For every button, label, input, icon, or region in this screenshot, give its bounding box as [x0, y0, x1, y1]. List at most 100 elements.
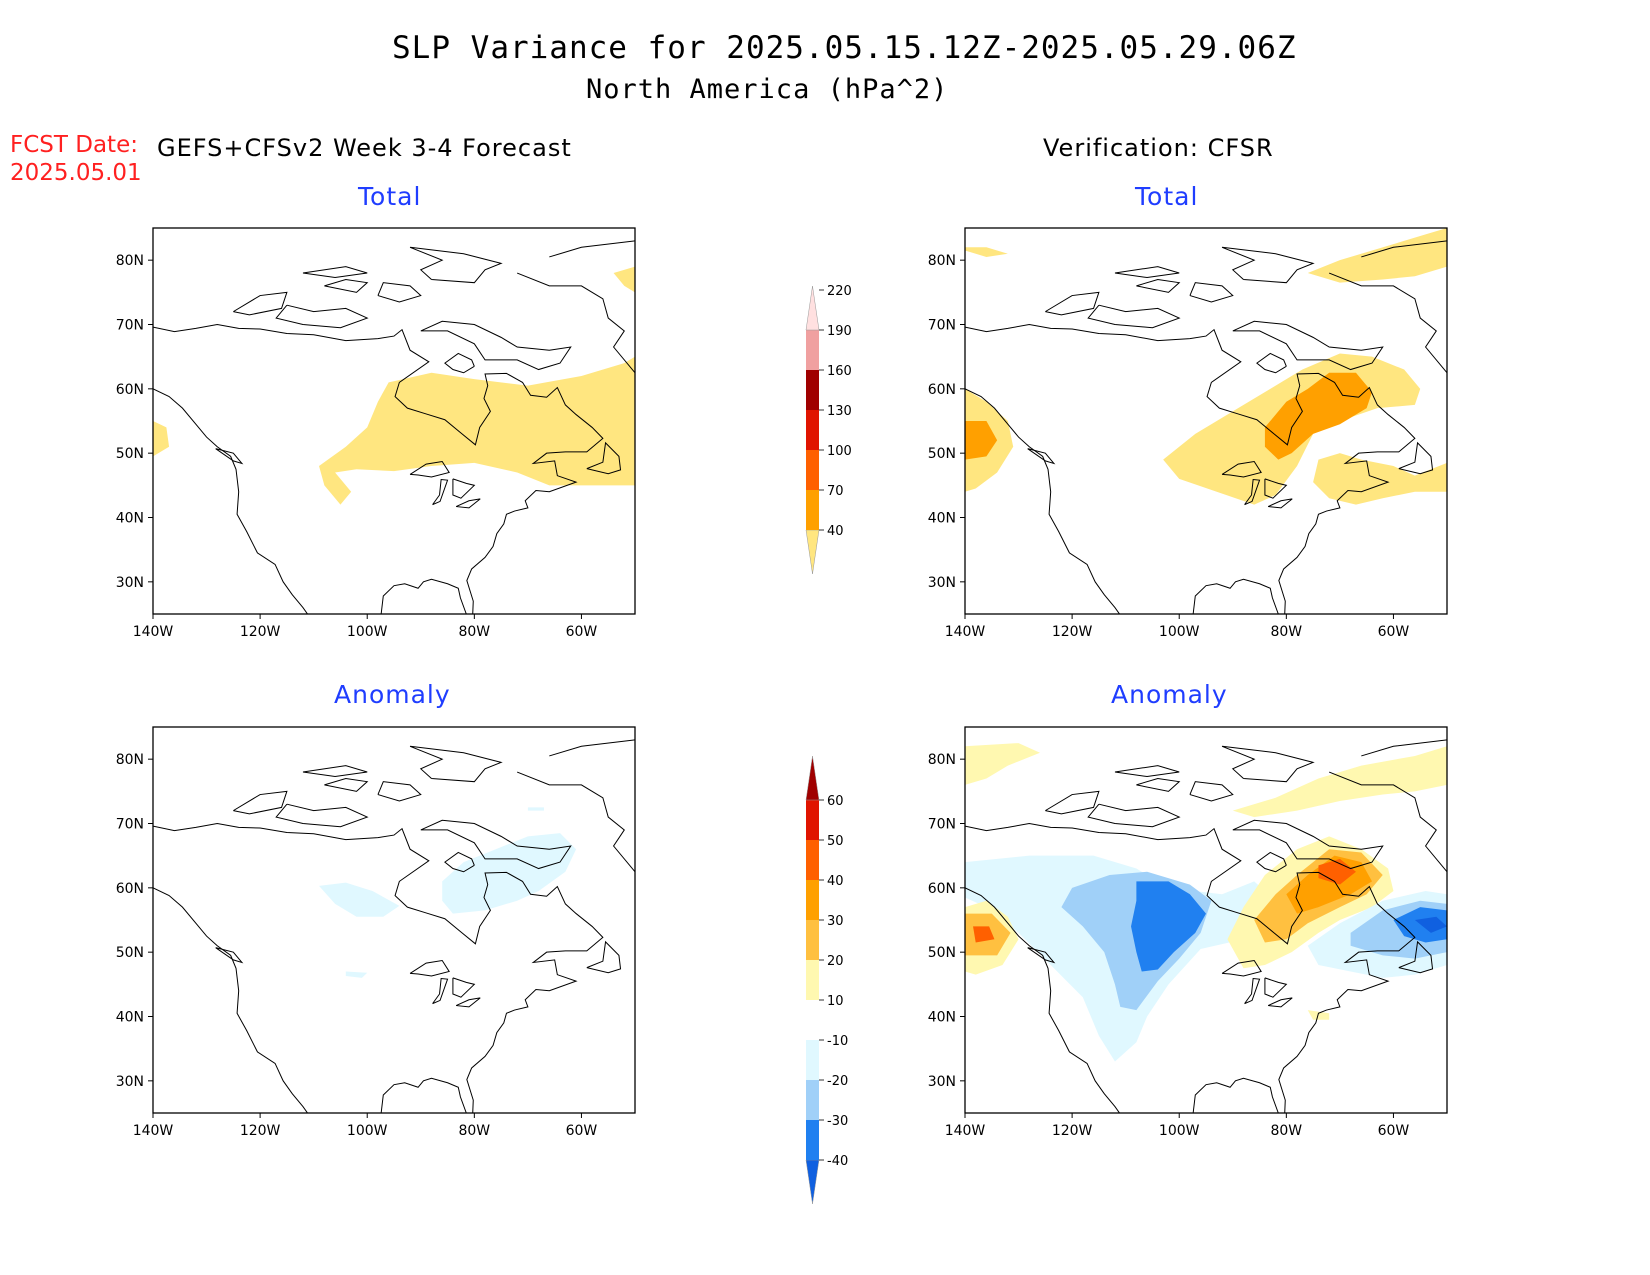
- contour-fill-lightblue-west: [319, 882, 400, 917]
- colorbar-label: -30: [827, 1114, 848, 1129]
- coastline: [586, 441, 622, 475]
- coastline: [409, 246, 503, 284]
- coastline: [1087, 803, 1181, 828]
- lon-tick-label: 80W: [458, 1123, 490, 1139]
- lat-tick-label: 40N: [928, 511, 956, 527]
- coastline: [1256, 352, 1287, 374]
- coastline: [455, 997, 481, 1008]
- colorbar-label: 220: [827, 284, 852, 299]
- lat-tick-label: 40N: [928, 1010, 956, 1026]
- coastline: [516, 272, 635, 374]
- map-panel-verif-anomaly: 80N 70N 60N 50N 40N 30N 140W 120W 100W 80W 60W: [910, 726, 1450, 1151]
- colorbar-swatch: [805, 285, 820, 331]
- coastline: [432, 977, 449, 1005]
- coastline: [409, 959, 450, 977]
- contour-fill-yellow-north: [965, 247, 1008, 257]
- coastline: [1264, 977, 1288, 998]
- coastline: [1398, 940, 1434, 974]
- map-content: [153, 727, 635, 1113]
- panel-title-verif-anomaly: Anomaly: [1111, 680, 1228, 709]
- colorbar-swatch: [805, 529, 820, 575]
- coastline: [1027, 947, 1056, 964]
- lon-tick-label: 140W: [945, 624, 986, 640]
- contour-fill-yellow-greenland: [1307, 228, 1447, 283]
- coastline: [215, 947, 244, 964]
- coastline: [377, 282, 422, 303]
- contour-fill-yellow-north: [965, 743, 1040, 785]
- map-verif-total: 80N 70N 60N 50N 40N 30N 140W 120W 100W 80W 60W: [928, 227, 1448, 640]
- coastline: [233, 790, 288, 815]
- coastline: [1232, 320, 1384, 371]
- lat-tick-label: 40N: [116, 1010, 144, 1026]
- map-frame: [964, 227, 1448, 615]
- lat-tick-label: 50N: [928, 446, 956, 462]
- coastline: [1328, 272, 1447, 374]
- colorbar-swatch: [806, 1000, 819, 1040]
- lat-tick-label: 80N: [116, 253, 144, 269]
- map-content: [153, 228, 635, 614]
- coastline: [1221, 959, 1262, 977]
- colorbar-swatch: [806, 840, 819, 880]
- lon-tick-label: 60W: [1378, 624, 1410, 640]
- coastline: [1244, 977, 1261, 1005]
- coastline: [516, 771, 635, 873]
- coastline: [1045, 790, 1100, 815]
- lon-tick-label: 60W: [1378, 1123, 1410, 1139]
- lon-tick-label: 140W: [945, 1123, 986, 1139]
- coastline: [302, 765, 368, 778]
- coastline: [965, 822, 1416, 1113]
- map-panel-verif-total: 80N 70N 60N 50N 40N 30N 140W 120W 100W 80W 60W: [910, 227, 1450, 652]
- coastline: [965, 887, 1121, 1113]
- coastline: [302, 266, 368, 279]
- coastline: [1361, 240, 1447, 258]
- coastline: [275, 304, 369, 329]
- coastline: [1232, 819, 1384, 870]
- coastline: [1244, 478, 1261, 506]
- colorbar-label: -10: [827, 1034, 848, 1049]
- coastline: [409, 460, 450, 478]
- coastline: [153, 323, 604, 614]
- colorbar-label: 50: [827, 834, 844, 849]
- lon-tick-label: 120W: [1052, 1123, 1093, 1139]
- coastline: [1328, 771, 1447, 873]
- panel-title-fcst-anomaly: Anomaly: [334, 680, 451, 709]
- colorbar-label: 100: [827, 444, 852, 459]
- contour-fill-yellow-greenland: [1232, 746, 1447, 818]
- coastline: [1114, 266, 1180, 279]
- colorbar-label: 10: [827, 994, 844, 1009]
- coastline: [1192, 1077, 1279, 1113]
- coastline: [586, 940, 622, 974]
- colorbar-swatch: [806, 370, 819, 410]
- contour-fill-orange-west: [965, 421, 998, 460]
- coastline: [380, 578, 467, 614]
- colorbar-swatch: [806, 410, 819, 450]
- map-fcst-anomaly: 80N 70N 60N 50N 40N 30N 140W 120W 100W 80W 60W: [116, 726, 636, 1139]
- contour-fill-darkerblue-east: [1414, 916, 1447, 933]
- contour-fill-darkblue-east: [1393, 907, 1447, 943]
- coastline: [1264, 478, 1288, 499]
- map-fcst-total: 80N 70N 60N 50N 40N 30N 140W 120W 100W 80W 60W: [116, 227, 636, 640]
- coastline: [153, 822, 604, 1113]
- lat-tick-label: 30N: [116, 575, 144, 591]
- coastline: [1267, 997, 1293, 1008]
- lon-tick-label: 140W: [133, 1123, 174, 1139]
- coastline: [1136, 278, 1181, 293]
- coastline: [1221, 460, 1262, 478]
- colorbar-swatch: [806, 1120, 819, 1160]
- coastline: [1114, 765, 1180, 778]
- coastline: [965, 388, 1121, 614]
- colorbar-swatch: [806, 1040, 819, 1080]
- fcst-date-value: 2025.05.01: [10, 160, 142, 186]
- colorbar-swatch: [806, 450, 819, 490]
- colorbar-label: 190: [827, 324, 852, 339]
- coastline: [1221, 745, 1315, 783]
- coastline: [1087, 304, 1181, 329]
- colorbar-anomaly: -40 -30 -20 -10 10 20 30 40 50 60: [805, 755, 848, 1205]
- colorbar-label: -20: [827, 1074, 848, 1089]
- forecast-heading: GEFS+CFSv2 Week 3-4 Forecast: [157, 134, 572, 162]
- coastline: [1027, 448, 1056, 465]
- lon-tick-label: 100W: [347, 1123, 388, 1139]
- colorbar-label: 160: [827, 364, 852, 379]
- coastline: [1189, 781, 1234, 802]
